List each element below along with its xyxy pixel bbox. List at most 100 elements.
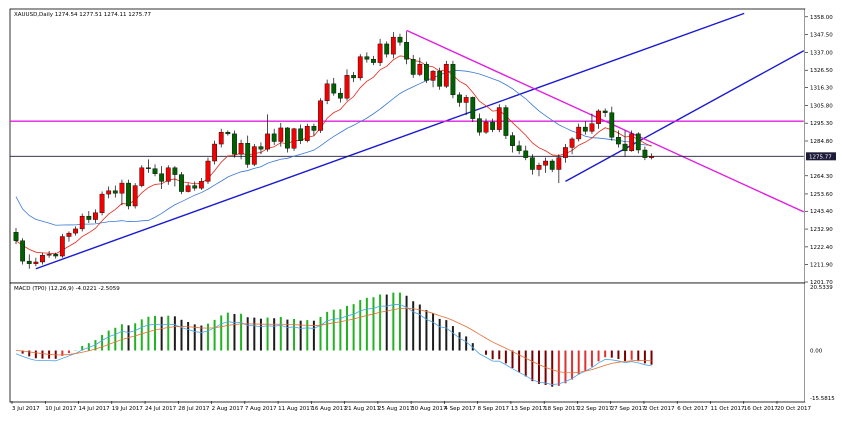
price-tick-label: 1284.80 (810, 139, 833, 145)
candle-body (556, 157, 562, 170)
candle-body (152, 168, 158, 174)
trendline-uptrend (35, 12, 745, 270)
candle-body (245, 143, 251, 165)
candle-body (106, 190, 112, 195)
candle-body (13, 232, 19, 241)
candle-body (278, 127, 284, 142)
date-tick-label: 21 Aug 2017 (345, 406, 381, 412)
candle-body (232, 133, 237, 155)
candle-body (483, 121, 489, 133)
price-tick-label: 1232.90 (810, 227, 833, 233)
candle-body (86, 215, 92, 220)
candle-body (543, 160, 549, 166)
candle-body (238, 143, 244, 155)
candle-body (351, 75, 357, 79)
candle-body (20, 240, 26, 262)
candle-body (145, 167, 151, 169)
candle-body (457, 94, 462, 103)
price-tick-label: 1222.40 (810, 245, 833, 251)
date-tick-label: 2 Oct 2017 (644, 406, 675, 412)
candle-body (205, 160, 211, 182)
candle-body (66, 232, 72, 237)
price-tick-label: 1201.70 (810, 280, 833, 286)
candle-body (172, 167, 178, 175)
price-tick-label: 1347.50 (810, 33, 833, 39)
candle-body (258, 146, 264, 150)
candle-body (59, 236, 65, 257)
macd-series-group (15, 292, 653, 387)
candle-body (298, 128, 304, 141)
candle-body (616, 137, 621, 145)
price-tick-label: 1316.30 (810, 86, 833, 92)
candle-body (443, 64, 449, 87)
date-tick-label: 19 Jul 2017 (112, 406, 144, 412)
date-tick-label: 18 Sep 2017 (544, 406, 579, 412)
candle-body (357, 56, 363, 79)
candle-body (165, 167, 171, 182)
candle-body (496, 107, 502, 130)
candle-body (271, 133, 277, 142)
candle-body (40, 254, 45, 263)
candle-body (33, 261, 39, 264)
macd-header: MACD (TP0) (12,26,9) -4.0221 -2.5059 (14, 286, 120, 292)
price-tick-label: 1326.50 (810, 68, 833, 74)
macd-tick-label: 20.5339 (810, 285, 833, 291)
candle-body (569, 138, 575, 148)
candle-body (331, 83, 337, 94)
ma-slow-line (15, 70, 652, 226)
date-tick-label: 3 Jul 2017 (12, 406, 40, 412)
macd-tick-label: 0.00 (810, 349, 823, 355)
price-tick-label: 1211.90 (810, 263, 833, 269)
candle-body (337, 92, 343, 99)
candle-body (609, 112, 615, 138)
date-tick-label: 4 Sep 2017 (444, 406, 476, 412)
macd-tick-label: -15.5815 (810, 396, 835, 402)
candle-body (582, 126, 588, 132)
candle-body (119, 182, 125, 194)
date-tick-label: 27 Sep 2017 (611, 406, 646, 412)
date-tick-label: 14 Jul 2017 (79, 406, 111, 412)
date-tick-label: 28 Jul 2017 (178, 406, 210, 412)
date-tick-label: 16 Aug 2017 (311, 406, 347, 412)
macd-plot-area (15, 292, 653, 387)
price-tick-label: 1243.40 (810, 209, 833, 215)
candle-body (635, 133, 641, 151)
candle-body (410, 59, 416, 75)
candle-body (304, 126, 310, 141)
candle-body (516, 145, 522, 152)
candle-body (390, 36, 396, 55)
candle-body (503, 107, 509, 136)
candle-body (265, 133, 270, 150)
macd-main-line (15, 304, 652, 385)
candle-body (384, 43, 390, 55)
candle-body (324, 83, 330, 101)
date-tick-label: 25 Aug 2017 (378, 406, 414, 412)
candle-body (198, 181, 204, 189)
candle-body (218, 131, 224, 145)
candle-body (371, 59, 376, 63)
candle-body (430, 70, 436, 81)
candle-body (470, 97, 476, 119)
date-tick-label: 8 Sep 2017 (478, 406, 510, 412)
candle-body (576, 126, 582, 140)
candle-body (344, 75, 350, 99)
candle-body (159, 173, 165, 182)
date-tick-label: 22 Sep 2017 (577, 406, 612, 412)
candle-body (99, 193, 105, 213)
candle-body (523, 150, 529, 158)
candle-body (397, 36, 403, 43)
trendline-short-uptrend (565, 50, 805, 182)
price-series-group (10, 12, 805, 270)
current-price-label: 1275.77 (809, 154, 832, 160)
candle-body (649, 156, 654, 158)
candle-body (450, 64, 456, 96)
candle-body (212, 143, 217, 162)
candle-body (79, 215, 85, 230)
price-tick-label: 1295.30 (810, 121, 833, 127)
candle-body (602, 110, 608, 113)
candle-body (364, 56, 370, 60)
candle-body (93, 212, 98, 220)
price-tick-label: 1305.80 (810, 103, 833, 109)
date-tick-label: 2 Aug 2017 (212, 406, 244, 412)
